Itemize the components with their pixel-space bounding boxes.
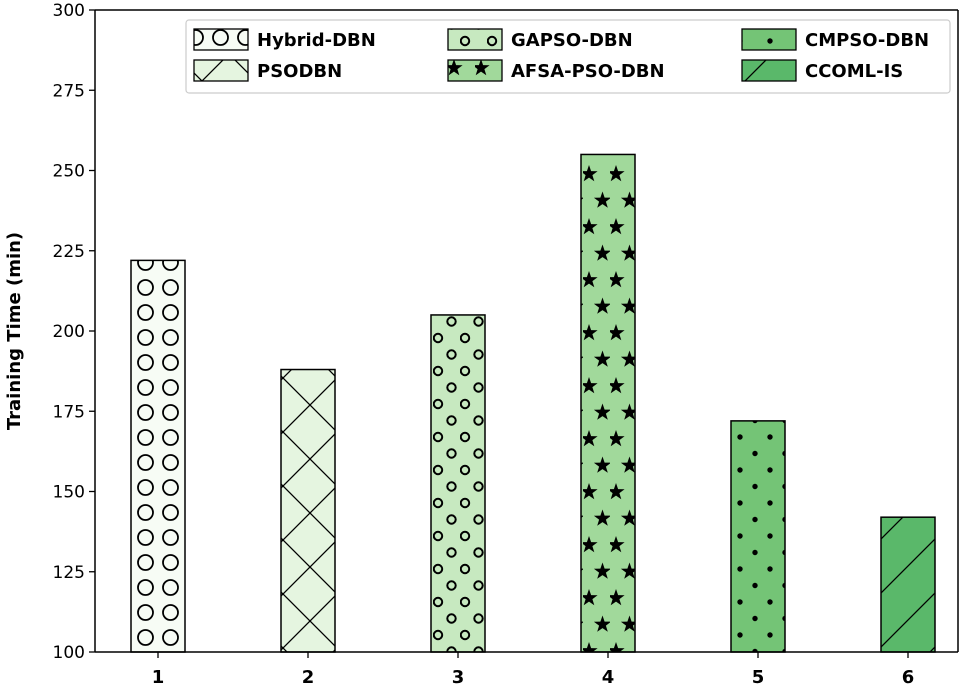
- y-tick-label: 200: [53, 322, 85, 342]
- bar-6: [880, 516, 936, 653]
- y-tick-label: 100: [53, 643, 85, 663]
- legend-entry-4: AFSA-PSO-DBN: [447, 59, 665, 82]
- y-tick-label: 225: [53, 242, 85, 262]
- x-tick-label: 5: [752, 667, 765, 687]
- bar-3: [430, 314, 486, 653]
- legend-label: AFSA-PSO-DBN: [511, 61, 665, 82]
- y-axis-ticks: 100 125 150 175 200 225 250 275 300: [53, 1, 95, 663]
- legend-label: PSODBN: [257, 61, 342, 82]
- y-axis-title: Training Time (min): [4, 232, 25, 430]
- y-tick-label: 125: [53, 563, 85, 583]
- y-tick-label: 250: [53, 162, 85, 182]
- bar-1: [130, 259, 186, 653]
- y-tick-label: 175: [53, 402, 85, 422]
- y-tick-label: 150: [53, 483, 85, 503]
- y-tick-label: 300: [53, 1, 85, 21]
- bar-4: [580, 153, 636, 653]
- legend-entry-5: CMPSO-DBN: [741, 28, 929, 51]
- x-tick-label: 2: [302, 667, 315, 687]
- legend: Hybrid-DBN PSODBN GAPSO-DBN AFSA-PSO-DBN CMP…: [185, 19, 951, 94]
- legend-entry-6: CCOML-IS: [741, 59, 903, 82]
- x-tick-label: 3: [452, 667, 465, 687]
- bar-2: [280, 368, 336, 653]
- y-tick-label: 275: [53, 81, 85, 101]
- x-tick-label: 1: [152, 667, 165, 687]
- legend-label: CCOML-IS: [805, 61, 903, 82]
- bars: [130, 153, 936, 653]
- legend-entry-1: Hybrid-DBN: [193, 28, 376, 51]
- bar-5: [730, 420, 786, 653]
- x-tick-label: 4: [602, 667, 615, 687]
- legend-label: Hybrid-DBN: [257, 30, 376, 51]
- x-tick-label: 6: [902, 667, 915, 687]
- legend-entry-3: GAPSO-DBN: [447, 28, 633, 51]
- legend-label: CMPSO-DBN: [805, 30, 929, 51]
- x-axis-ticks: 1 2 3 4 5 6: [152, 652, 915, 687]
- legend-entry-2: PSODBN: [193, 59, 342, 82]
- legend-label: GAPSO-DBN: [511, 30, 633, 51]
